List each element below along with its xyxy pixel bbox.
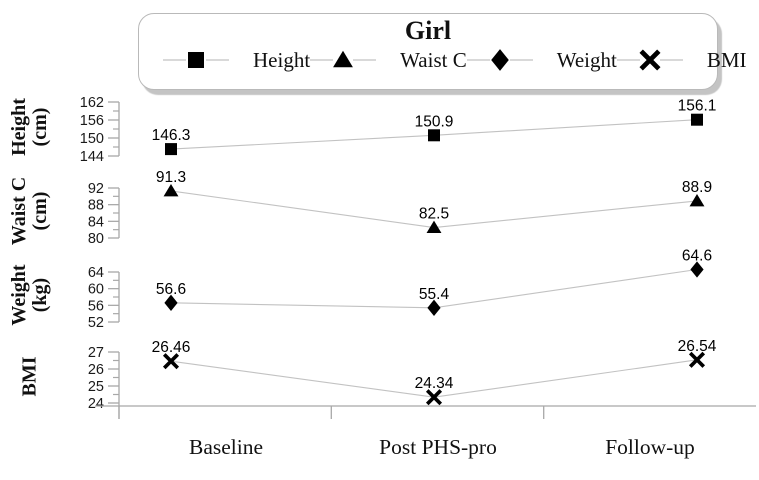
data-label-bmi-Baseline: 26.46 bbox=[152, 339, 191, 356]
legend-item-height: Height bbox=[163, 48, 310, 73]
tick-label-weight-52: 52 bbox=[88, 315, 104, 331]
y-axis-title-bmi: BMI bbox=[18, 307, 41, 447]
tick-label-height-150: 150 bbox=[80, 131, 104, 147]
data-label-bmi-Post PHS-pro: 24.34 bbox=[415, 375, 454, 392]
tick-label-bmi-26: 26 bbox=[88, 362, 104, 378]
chart-legend: Girl Height Waist C Weight BMI bbox=[138, 13, 747, 90]
x-marker bbox=[425, 389, 443, 406]
y-axis-title-text: BMI bbox=[18, 356, 41, 397]
data-label-bmi-Follow-up: 26.54 bbox=[678, 338, 717, 355]
x-axis-label-baseline: Baseline bbox=[188, 435, 264, 459]
tick-label-waist-84: 84 bbox=[88, 214, 104, 230]
triangle-marker bbox=[426, 220, 442, 233]
legend-item-weight: Weight bbox=[466, 47, 617, 73]
diamond-marker bbox=[164, 294, 178, 311]
triangle-icon bbox=[310, 50, 377, 68]
x-marker bbox=[688, 351, 706, 368]
legend-label: Height bbox=[253, 47, 311, 72]
tick-label-weight-60: 60 bbox=[88, 282, 104, 298]
x-marker bbox=[162, 353, 180, 370]
legend-items: Height Waist C Weight BMI bbox=[139, 46, 747, 73]
data-label-height-Post PHS-pro: 150.9 bbox=[415, 113, 454, 130]
tick-label-waist-92: 92 bbox=[88, 181, 104, 197]
diamond-marker bbox=[690, 261, 704, 278]
tick-label-weight-64: 64 bbox=[88, 265, 104, 281]
square-marker bbox=[188, 52, 204, 69]
diamond-marker bbox=[427, 299, 441, 316]
square-marker bbox=[165, 143, 177, 156]
triangle-marker bbox=[689, 193, 705, 207]
legend-title: Girl bbox=[404, 16, 452, 45]
x-axis-label-follow-up: Follow-up bbox=[605, 435, 695, 459]
data-label-weight-Post PHS-pro: 55.4 bbox=[419, 286, 450, 303]
legend-item-bmi: BMI bbox=[616, 47, 747, 73]
tick-label-weight-56: 56 bbox=[88, 298, 104, 314]
legend-item-waist-c: Waist C bbox=[310, 48, 467, 73]
data-label-waist-Baseline: 91.3 bbox=[156, 169, 186, 186]
legend-label: BMI bbox=[706, 47, 747, 72]
x-icon bbox=[616, 49, 683, 71]
x-marker bbox=[639, 49, 661, 71]
square-marker bbox=[691, 113, 703, 126]
data-label-waist-Post PHS-pro: 82.5 bbox=[419, 206, 449, 223]
tick-label-waist-88: 88 bbox=[88, 198, 104, 214]
triangle-marker bbox=[333, 50, 354, 68]
data-label-waist-Follow-up: 88.9 bbox=[682, 179, 712, 196]
data-label-weight-Follow-up: 64.6 bbox=[682, 248, 712, 265]
square-marker bbox=[428, 129, 440, 142]
square-icon bbox=[163, 52, 229, 69]
triangle-marker bbox=[163, 183, 179, 197]
legend-label: Weight bbox=[556, 47, 617, 72]
data-label-weight-Baseline: 56.6 bbox=[156, 281, 186, 298]
tick-label-height-144: 144 bbox=[80, 149, 104, 165]
x-axis-label-post-phs-pro: Post PHS-pro bbox=[379, 435, 497, 459]
tick-label-height-162: 162 bbox=[80, 95, 104, 111]
tick-label-bmi-24: 24 bbox=[88, 396, 104, 412]
data-label-height-Baseline: 146.3 bbox=[152, 127, 191, 144]
data-label-height-Follow-up: 156.1 bbox=[678, 98, 717, 115]
diamond-marker bbox=[490, 49, 509, 71]
tick-label-bmi-25: 25 bbox=[88, 379, 104, 395]
tick-label-waist-80: 80 bbox=[88, 231, 104, 247]
tick-label-bmi-27: 27 bbox=[88, 345, 104, 361]
tick-label-height-156: 156 bbox=[80, 113, 104, 129]
diamond-icon bbox=[466, 49, 533, 71]
legend-label: Waist C bbox=[400, 47, 467, 72]
